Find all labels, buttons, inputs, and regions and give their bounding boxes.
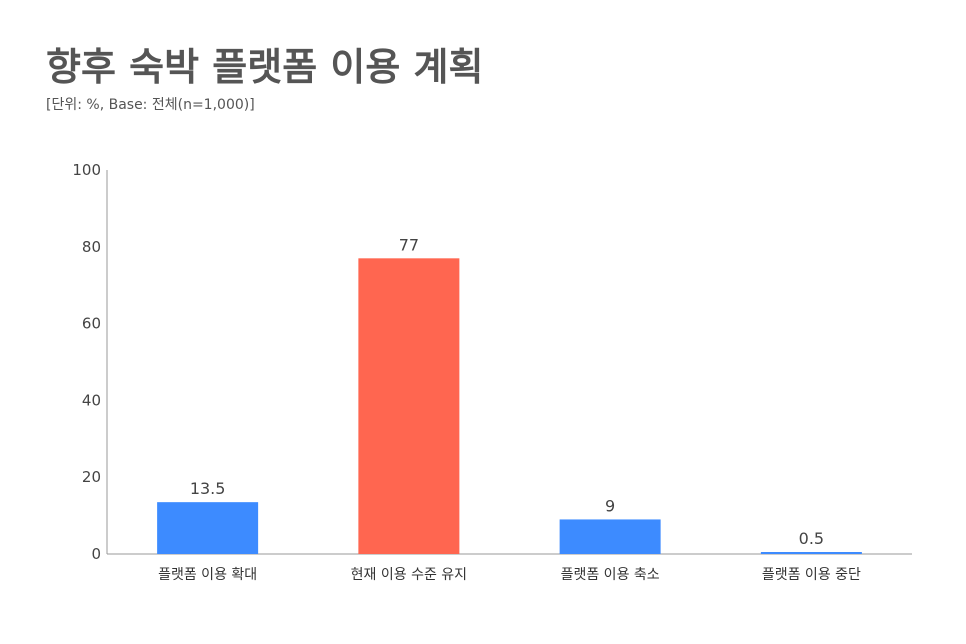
y-tick-label: 80 xyxy=(82,238,101,256)
x-category-label-3: 플랫폼 이용 축소 xyxy=(561,567,660,583)
data-label-2: 77 xyxy=(399,235,419,254)
data-label-4: 0.5 xyxy=(799,529,824,548)
y-tick-label: 20 xyxy=(82,468,101,486)
x-category-label-1: 플랫폼 이용 확대 xyxy=(158,567,257,583)
bar-1 xyxy=(157,502,259,554)
bar-3 xyxy=(559,519,661,554)
y-tick-label: 60 xyxy=(82,315,101,333)
y-tick-label: 40 xyxy=(82,391,101,409)
bar-2 xyxy=(358,258,460,554)
chart-title: 향후 숙박 플랫폼 이용 계획 xyxy=(46,45,484,89)
data-label-1: 13.5 xyxy=(190,479,226,498)
x-category-label-2: 현재 이용 수준 유지 xyxy=(351,567,467,583)
bar-4 xyxy=(760,552,862,554)
y-tick-label: 0 xyxy=(91,545,101,563)
x-category-label-4: 플랫폼 이용 중단 xyxy=(762,567,861,583)
chart-subtitle: [단위: %, Base: 전체(n=1,000)] xyxy=(46,97,255,113)
data-label-3: 9 xyxy=(605,496,615,515)
y-tick-label: 100 xyxy=(72,161,101,179)
